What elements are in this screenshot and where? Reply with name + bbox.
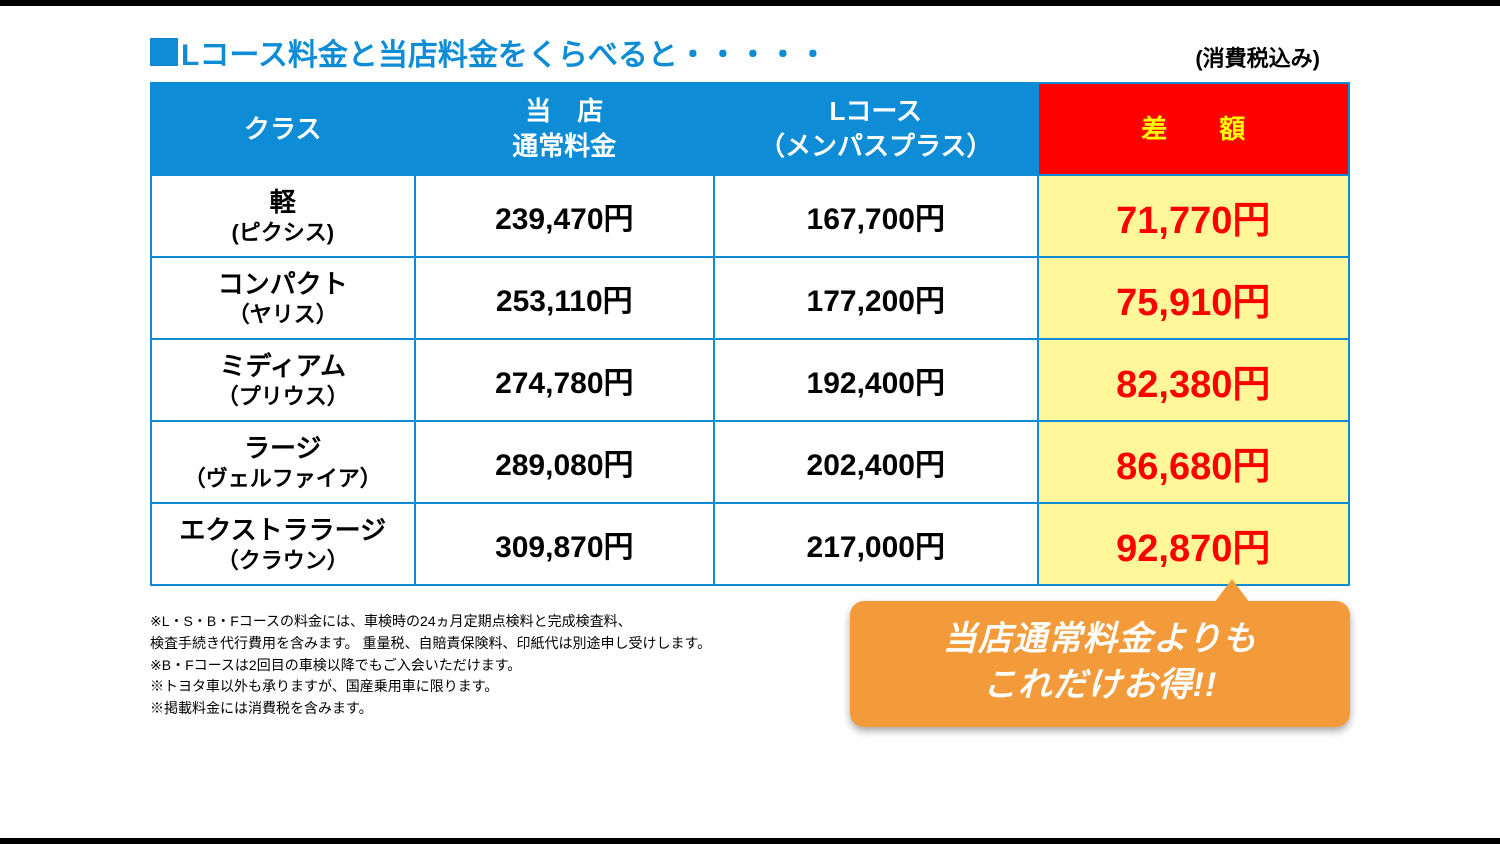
store-price-cell: 239,470円: [415, 175, 715, 257]
table-header-cell: 差 額: [1038, 83, 1350, 175]
table-row: ミディアム（プリウス）274,780円192,400円82,380円: [151, 339, 1349, 421]
footnote-line: 検査手続き代行費用を含みます。 重量税、自賠責保険料、印紙代は別途申し受けします…: [150, 633, 711, 655]
class-cell: コンパクト（ヤリス）: [151, 257, 415, 339]
class-cell: エクストララージ（クラウン）: [151, 503, 415, 585]
table-row: 軽(ピクシス)239,470円167,700円71,770円: [151, 175, 1349, 257]
store-price-cell: 289,080円: [415, 421, 715, 503]
store-price-cell: 274,780円: [415, 339, 715, 421]
footer-area: ※L・S・B・Fコースの料金には、車検時の24ヵ月定期点検料と完成検査料、検査手…: [150, 611, 1350, 727]
title-marker-icon: [150, 38, 178, 66]
title-text: Lコース料金と当店料金をくらべると・・・・・: [181, 30, 828, 74]
callout-arrow-icon: [1214, 579, 1250, 603]
tax-note: (消費税込み): [1195, 41, 1320, 73]
table-row: エクストララージ（クラウン）309,870円217,000円92,870円: [151, 503, 1349, 585]
footnote-line: ※トヨタ車以外も承りますが、国産乗用車に限ります。: [150, 676, 711, 698]
difference-cell: 75,910円: [1038, 257, 1350, 339]
difference-cell: 86,680円: [1038, 421, 1350, 503]
decor-bar-bottom: [0, 838, 1500, 844]
store-price-cell: 253,110円: [415, 257, 715, 339]
footnote-line: ※B・Fコースは2回目の車検以降でもご入会いただけます。: [150, 655, 711, 677]
footnote-line: ※掲載料金には消費税を含みます。: [150, 698, 711, 720]
table-header-row: クラス当 店通常料金Lコース（メンパスプラス）差 額: [151, 83, 1349, 175]
store-price-cell: 309,870円: [415, 503, 715, 585]
title-row: Lコース料金と当店料金をくらべると・・・・・ (消費税込み): [150, 30, 1350, 74]
callout-wrap: 当店通常料金よりも これだけお得!!: [850, 601, 1350, 727]
class-cell: ミディアム（プリウス）: [151, 339, 415, 421]
table-header-cell: 当 店通常料金: [415, 83, 715, 175]
class-cell: ラージ（ヴェルファイア）: [151, 421, 415, 503]
callout-line1: 当店通常料金よりも: [943, 620, 1257, 658]
lcourse-price-cell: 177,200円: [714, 257, 1037, 339]
decor-bar-top: [0, 0, 1500, 6]
difference-cell: 71,770円: [1038, 175, 1350, 257]
footnotes: ※L・S・B・Fコースの料金には、車検時の24ヵ月定期点検料と完成検査料、検査手…: [150, 611, 711, 719]
difference-cell: 92,870円: [1038, 503, 1350, 585]
price-comparison-table: クラス当 店通常料金Lコース（メンパスプラス）差 額 軽(ピクシス)239,47…: [150, 82, 1350, 586]
page-title: Lコース料金と当店料金をくらべると・・・・・: [150, 30, 828, 74]
table-row: コンパクト（ヤリス）253,110円177,200円75,910円: [151, 257, 1349, 339]
savings-callout: 当店通常料金よりも これだけお得!!: [850, 601, 1350, 727]
lcourse-price-cell: 202,400円: [714, 421, 1037, 503]
lcourse-price-cell: 167,700円: [714, 175, 1037, 257]
table-header-cell: クラス: [151, 83, 415, 175]
lcourse-price-cell: 192,400円: [714, 339, 1037, 421]
table-row: ラージ（ヴェルファイア）289,080円202,400円86,680円: [151, 421, 1349, 503]
difference-cell: 82,380円: [1038, 339, 1350, 421]
callout-line2: これだけお得!!: [870, 663, 1330, 709]
footnote-line: ※L・S・B・Fコースの料金には、車検時の24ヵ月定期点検料と完成検査料、: [150, 611, 711, 633]
table-header-cell: Lコース（メンパスプラス）: [714, 83, 1037, 175]
lcourse-price-cell: 217,000円: [714, 503, 1037, 585]
class-cell: 軽(ピクシス): [151, 175, 415, 257]
